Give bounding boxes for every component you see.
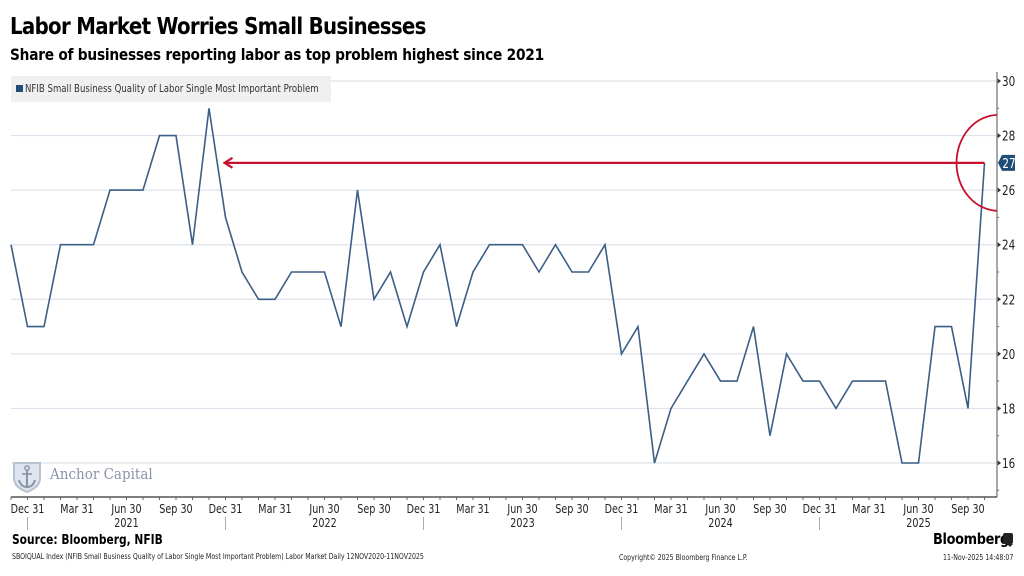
x-tick-label: Jun 30 [902,502,933,516]
y-tick-marker [997,132,1001,139]
x-year-label: 2023 [510,516,534,530]
anchor-shield-icon [13,462,41,493]
x-year-label: 2021 [114,516,138,530]
y-tick-label: 22 [1002,292,1015,307]
chart-subtitle: Share of businesses reporting labor as t… [10,45,544,64]
x-tick-label: Dec 31 [407,502,441,516]
x-tick-label: Mar 31 [258,502,291,516]
y-tick-marker [997,460,1001,466]
legend-swatch [16,85,23,92]
gridlines [11,80,997,464]
y-tick-marker [997,241,1001,248]
x-axis: Dec 31 Mar 31 Jun 30 Sep 30 Dec 31 Mar 31 Jun … [10,496,997,530]
series-layer [10,108,986,464]
x-tick-label: Sep 30 [753,502,786,516]
x-tick-label: Dec 31 [11,502,45,516]
y-tick-label: 24 [1002,238,1015,253]
footnote: SBOIQUAL Index (NFIB Small Business Qual… [12,552,424,561]
annotation-arrow-head [222,156,234,169]
x-tick-label: Sep 30 [357,502,390,516]
chart-title: Labor Market Worries Small Businesses [10,14,426,40]
y-tick-label: 20 [1002,347,1015,362]
x-tick-label: Sep 30 [555,502,588,516]
y-tick-marker [997,78,1001,84]
last-value-label: 27 [1002,156,1015,171]
x-tick-label: Mar 31 [456,502,489,516]
y-tick-label: 26 [1002,183,1015,198]
x-tick-label: Mar 31 [654,502,687,516]
x-year-label: 2025 [906,516,930,530]
x-year-label: 2024 [708,516,732,530]
y-tick-label: 18 [1002,401,1015,416]
source-label: Source: Bloomberg, NFIB [12,533,163,548]
y-tick-marker [997,350,1001,357]
y-tick-marker [997,296,1001,303]
x-tick-label: Dec 31 [209,502,243,516]
x-tick-label: Jun 30 [110,502,141,516]
annotations: 27 [222,113,1016,212]
last-value-flag [998,154,1015,171]
copyright: Copyright© 2025 Bloomberg Finance L.P. [619,553,748,562]
x-tick-label: Sep 30 [159,502,192,516]
bloomberg-brand: Bloomberg [933,530,1009,548]
y-tick-label: 30 [1002,74,1015,89]
x-tick-label: Mar 31 [60,502,93,516]
y-tick-marker [997,405,1001,412]
legend: NFIB Small Business Quality of Labor Sin… [11,76,331,102]
legend-label: NFIB Small Business Quality of Labor Sin… [25,82,319,95]
x-tick-label: Jun 30 [506,502,537,516]
x-tick-label: Mar 31 [852,502,885,516]
y-tick-label: 28 [1002,128,1015,143]
y-tick-label: 16 [1002,456,1015,471]
watermark-text: Anchor Capital [50,465,153,483]
x-tick-label: Sep 30 [951,502,984,516]
timestamp: 11-Nov-2025 14:48:07 [943,553,1014,562]
x-year-label: 2022 [312,516,336,530]
x-tick-label: Dec 31 [605,502,639,516]
x-tick-label: Jun 30 [704,502,735,516]
bloomberg-terminal-icon [1003,533,1013,547]
x-tick-label: Dec 31 [803,502,837,516]
x-tick-label: Jun 30 [308,502,339,516]
y-tick-marker [997,187,1001,194]
annotation-circle [955,113,997,212]
y-axis: 16 18 20 22 24 26 28 30 [996,72,1015,497]
series-line [10,108,986,464]
